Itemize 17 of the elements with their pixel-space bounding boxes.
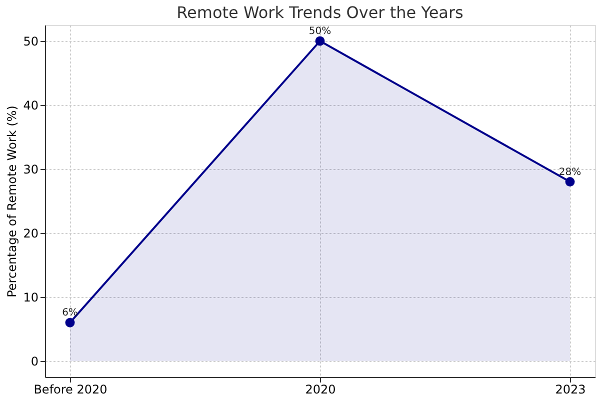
x-tick-label: Before 2020: [34, 382, 108, 396]
y-axis-title: Percentage of Remote Work (%): [5, 106, 20, 298]
point: [65, 318, 75, 328]
y-tick-label: 20: [23, 226, 38, 240]
y-tick-label: 0: [30, 354, 38, 368]
x-tick-label: 2020: [305, 382, 336, 396]
y-tick-label: 30: [23, 162, 38, 176]
x-tick-label: 2023: [555, 382, 586, 396]
y-tick-label: 10: [23, 290, 38, 304]
chart-title: Remote Work Trends Over the Years: [176, 3, 464, 22]
point: [315, 36, 325, 46]
y-tick-label: 50: [23, 34, 38, 48]
point: [565, 177, 575, 187]
data-label: 28%: [558, 166, 582, 178]
data-label: 50%: [308, 26, 332, 37]
data-label: 6%: [62, 308, 78, 319]
y-tick-label: 40: [23, 98, 38, 112]
